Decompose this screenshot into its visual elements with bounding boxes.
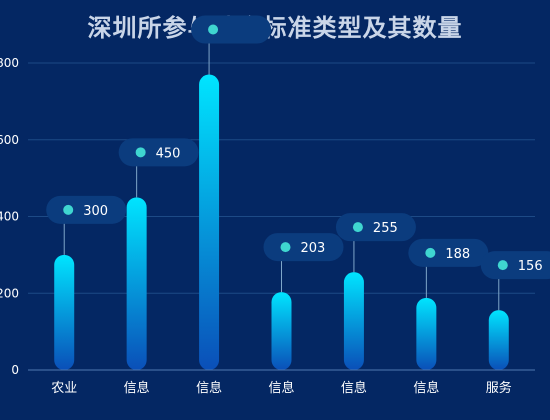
value-label-bg xyxy=(191,15,272,44)
value-label: 300 xyxy=(83,204,108,219)
bar xyxy=(199,74,220,370)
y-tick-label: 800 xyxy=(0,56,19,70)
value-dot xyxy=(352,222,363,233)
value-label-bg xyxy=(480,251,550,280)
value-dot xyxy=(208,24,219,35)
value-label: 450 xyxy=(156,146,181,161)
value-label: 203 xyxy=(301,241,326,256)
value-dot xyxy=(135,147,146,158)
bar xyxy=(416,297,437,370)
bar xyxy=(488,310,509,370)
x-tick-label: 农业 xyxy=(51,381,77,396)
x-tick-label: 信息 xyxy=(413,380,439,396)
bar xyxy=(343,272,364,370)
x-tick-label: 服务 xyxy=(486,380,512,396)
bar xyxy=(271,292,292,370)
y-tick-label: 200 xyxy=(0,286,19,300)
x-tick-label: 信息 xyxy=(341,380,367,396)
x-tick-label: 信息 xyxy=(124,380,150,396)
y-tick-label: 600 xyxy=(0,133,19,147)
value-dot xyxy=(280,242,291,253)
value-dot xyxy=(425,247,436,258)
bar xyxy=(126,197,147,370)
value-dot xyxy=(63,204,74,215)
value-label-bg xyxy=(263,233,344,262)
value-label-bg xyxy=(408,238,489,267)
value-dot xyxy=(497,260,508,271)
y-tick-label: 0 xyxy=(11,363,19,377)
value-label-bg xyxy=(118,138,199,167)
value-label: 255 xyxy=(373,221,398,236)
chart-title: 深圳所参与地方标准类型及其数量 xyxy=(87,14,463,42)
value-label: 188 xyxy=(445,247,470,262)
value-label: 156 xyxy=(518,259,543,274)
y-tick-label: 400 xyxy=(0,210,19,224)
value-label-bg xyxy=(335,213,416,242)
x-tick-label: 信息 xyxy=(268,380,294,396)
x-tick-label: 信息 xyxy=(196,380,222,396)
value-label-bg xyxy=(46,195,127,224)
bar xyxy=(54,254,75,370)
